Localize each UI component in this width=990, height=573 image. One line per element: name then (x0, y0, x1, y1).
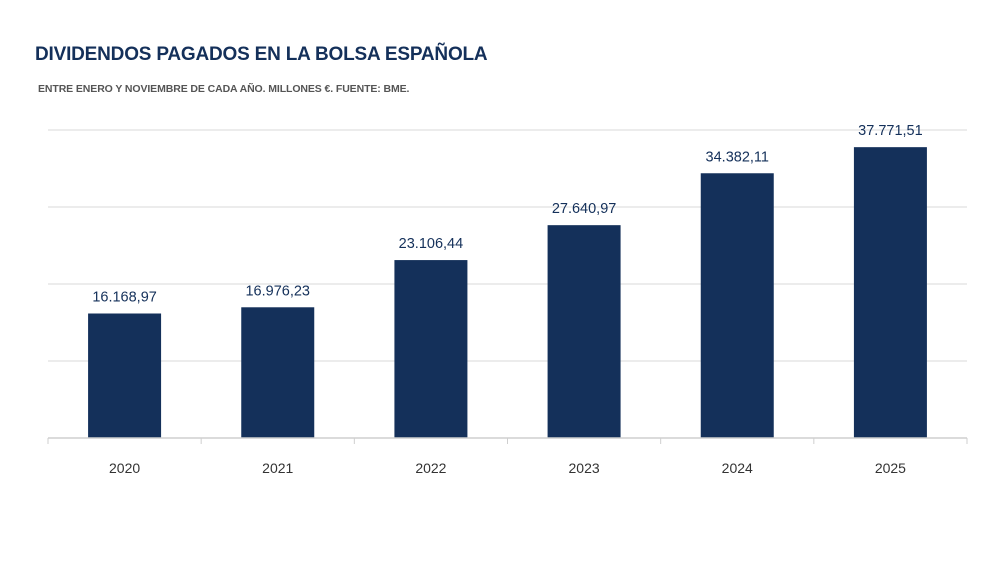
bar-2020 (88, 313, 162, 438)
bars (88, 147, 927, 439)
x-tick-label-2023: 2023 (569, 460, 600, 476)
bar-2021 (241, 307, 315, 438)
gridlines (48, 129, 967, 362)
x-axis: 2020 2021 2022 2023 2024 2025 (47, 437, 968, 476)
bar-2023 (547, 225, 621, 438)
data-labels: 16.168,97 16.976,23 23.106,44 27.640,97 34.3… (92, 123, 922, 305)
x-tick-label-2024: 2024 (722, 460, 753, 476)
data-label-2020: 16.168,97 (92, 289, 157, 305)
bar-2024 (700, 173, 774, 438)
x-tick-label-2020: 2020 (109, 460, 140, 476)
chart-title: DIVIDENDOS PAGADOS EN LA BOLSA ESPAÑOLA (35, 44, 488, 65)
data-label-2023: 27.640,97 (552, 201, 617, 217)
x-tick-label-2025: 2025 (875, 460, 906, 476)
data-label-2024: 34.382,11 (706, 149, 769, 165)
data-label-2022: 23.106,44 (399, 236, 464, 252)
data-label-2025: 37.771,51 (858, 123, 923, 139)
x-tick-label-2021: 2021 (262, 460, 293, 476)
chart-subtitle: ENTRE ENERO Y NOVIEMBRE DE CADA AÑO. MIL… (38, 83, 410, 95)
bar-2025 (853, 147, 927, 439)
data-label-2021: 16.976,23 (245, 283, 310, 299)
x-tick-label-2022: 2022 (415, 460, 446, 476)
bar-2022 (394, 260, 468, 438)
